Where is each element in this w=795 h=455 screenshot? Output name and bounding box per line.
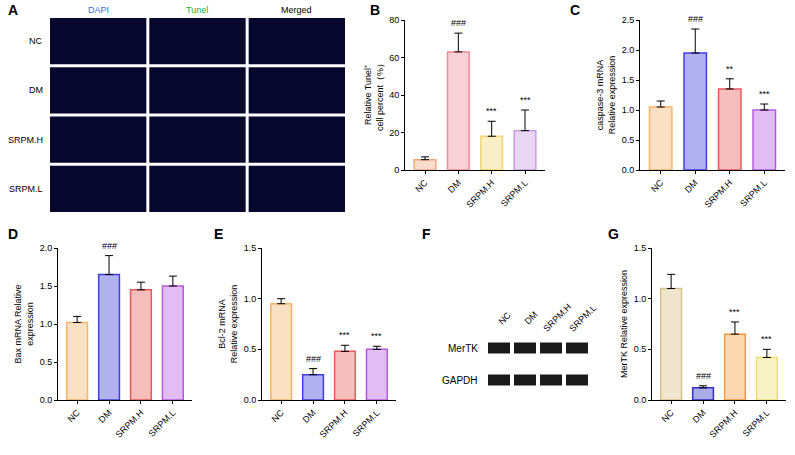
svg-text:Bax mRNA Relativeexpression: Bax mRNA Relativeexpression xyxy=(13,284,35,363)
svg-text:SRPM.H: SRPM.H xyxy=(114,408,146,440)
svg-text:0: 0 xyxy=(394,165,399,175)
svg-text:DM: DM xyxy=(683,178,700,195)
svg-text:**: ** xyxy=(726,64,734,74)
svg-text:B: B xyxy=(370,2,380,18)
svg-text:DM: DM xyxy=(29,85,43,95)
svg-text:SRPM.L: SRPM.L xyxy=(741,408,772,439)
svg-text:MerTK Relative expression: MerTK Relative expression xyxy=(619,270,629,378)
svg-text:0.0: 0.0 xyxy=(634,395,647,405)
svg-text:0.5: 0.5 xyxy=(40,357,53,367)
svg-text:2.5: 2.5 xyxy=(622,15,635,25)
svg-text:DM: DM xyxy=(523,310,540,327)
svg-text:60: 60 xyxy=(389,53,399,63)
svg-text:1.5: 1.5 xyxy=(634,243,647,253)
svg-text:1.0: 1.0 xyxy=(634,294,647,304)
svg-text:MerTK: MerTK xyxy=(448,343,478,354)
svg-text:NC: NC xyxy=(659,407,676,424)
svg-text:NC: NC xyxy=(649,177,666,194)
svg-text:20: 20 xyxy=(389,128,399,138)
svg-text:NC: NC xyxy=(29,36,42,46)
svg-text:DM: DM xyxy=(97,408,114,425)
svg-text:SRPM.L: SRPM.L xyxy=(351,408,382,439)
svg-text:NC: NC xyxy=(65,407,82,424)
svg-text:SRPM.H: SRPM.H xyxy=(703,178,735,210)
svg-text:2.0: 2.0 xyxy=(40,243,53,253)
svg-text:DAPI: DAPI xyxy=(88,5,109,15)
svg-text:Tunel: Tunel xyxy=(186,5,208,15)
svg-text:SRPM.H: SRPM.H xyxy=(318,408,350,440)
svg-text:Relative Tunel⁺cell percent（%）: Relative Tunel⁺cell percent（%） xyxy=(363,59,385,131)
svg-text:SRPM.H: SRPM.H xyxy=(708,408,740,440)
svg-text:###: ### xyxy=(451,18,466,28)
svg-text:DM: DM xyxy=(691,408,708,425)
svg-text:***: *** xyxy=(520,95,531,105)
svg-text:C: C xyxy=(570,2,580,18)
svg-text:0.0: 0.0 xyxy=(244,395,257,405)
svg-text:D: D xyxy=(8,226,18,242)
svg-text:SRPM.H: SRPM.H xyxy=(464,178,496,210)
svg-text:***: *** xyxy=(759,89,770,99)
svg-text:***: *** xyxy=(729,307,740,317)
svg-text:1.0: 1.0 xyxy=(622,105,635,115)
svg-text:1.0: 1.0 xyxy=(244,294,257,304)
svg-text:0.0: 0.0 xyxy=(622,165,635,175)
svg-text:1.5: 1.5 xyxy=(244,243,257,253)
svg-text:NC: NC xyxy=(497,310,514,327)
svg-text:SRPM.L: SRPM.L xyxy=(147,408,178,439)
svg-text:0.5: 0.5 xyxy=(634,344,647,354)
svg-text:NC: NC xyxy=(269,407,286,424)
svg-text:2.0: 2.0 xyxy=(622,45,635,55)
svg-text:SRPM.L: SRPM.L xyxy=(499,178,530,209)
svg-text:1.5: 1.5 xyxy=(622,75,635,85)
svg-text:40: 40 xyxy=(389,90,399,100)
svg-text:###: ### xyxy=(696,371,711,381)
svg-text:###: ### xyxy=(688,14,703,24)
svg-text:***: *** xyxy=(371,331,382,341)
svg-text:G: G xyxy=(608,226,619,242)
svg-text:0.5: 0.5 xyxy=(244,344,257,354)
svg-text:SRPM.L: SRPM.L xyxy=(9,184,43,194)
svg-text:1.0: 1.0 xyxy=(40,319,53,329)
svg-text:caspase-3 mRNARelative express: caspase-3 mRNARelative expression xyxy=(595,56,617,135)
svg-text:SRPM.L: SRPM.L xyxy=(567,303,598,334)
svg-text:80: 80 xyxy=(389,15,399,25)
svg-text:GAPDH: GAPDH xyxy=(442,375,478,386)
svg-text:***: *** xyxy=(339,330,350,340)
svg-text:0.0: 0.0 xyxy=(40,395,53,405)
svg-text:SRPM.H: SRPM.H xyxy=(541,302,573,334)
svg-text:F: F xyxy=(422,226,431,242)
svg-text:E: E xyxy=(214,226,223,242)
svg-text:A: A xyxy=(8,2,18,18)
svg-text:0.5: 0.5 xyxy=(622,135,635,145)
svg-text:###: ### xyxy=(306,354,321,364)
svg-text:Bcl-2 mRNARelative expression: Bcl-2 mRNARelative expression xyxy=(217,285,239,364)
svg-text:DM: DM xyxy=(446,178,463,195)
svg-text:Merged: Merged xyxy=(281,5,312,15)
svg-text:DM: DM xyxy=(301,408,318,425)
svg-text:***: *** xyxy=(486,106,497,116)
svg-text:###: ### xyxy=(102,241,117,251)
svg-text:***: *** xyxy=(761,334,772,344)
svg-text:NC: NC xyxy=(413,177,430,194)
svg-text:1.5: 1.5 xyxy=(40,281,53,291)
svg-text:SRPM.H: SRPM.H xyxy=(8,135,43,145)
svg-text:SRPM.L: SRPM.L xyxy=(738,178,769,209)
